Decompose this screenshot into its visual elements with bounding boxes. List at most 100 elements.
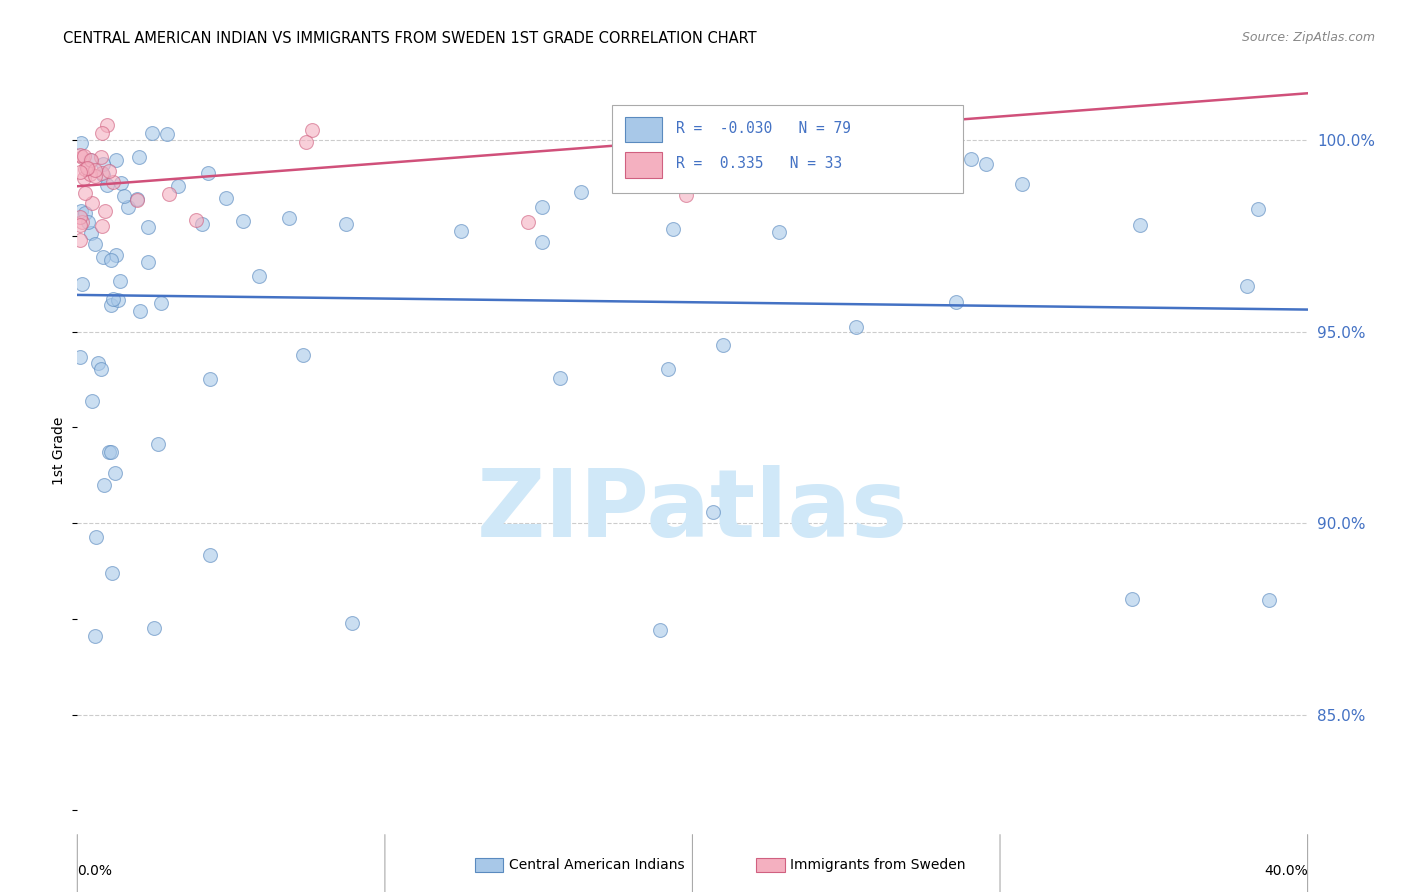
Text: 40.0%: 40.0% bbox=[1264, 863, 1308, 878]
Point bbox=[125, 193, 148, 207]
Text: CENTRAL AMERICAN INDIAN VS IMMIGRANTS FROM SWEDEN 1ST GRADE CORRELATION CHART: CENTRAL AMERICAN INDIAN VS IMMIGRANTS FR… bbox=[63, 31, 756, 46]
Point bbox=[90, 219, 112, 233]
Point bbox=[69, 218, 91, 232]
Point bbox=[83, 629, 105, 643]
Point bbox=[100, 298, 122, 312]
FancyBboxPatch shape bbox=[624, 117, 662, 142]
Point bbox=[548, 371, 571, 385]
Point bbox=[107, 293, 129, 308]
Point bbox=[148, 437, 170, 451]
Point bbox=[77, 161, 100, 175]
FancyBboxPatch shape bbox=[624, 153, 662, 178]
Point bbox=[70, 204, 93, 219]
Point bbox=[91, 169, 114, 183]
Point bbox=[117, 201, 139, 215]
Point bbox=[75, 205, 97, 219]
Point bbox=[191, 217, 214, 231]
Point bbox=[84, 169, 107, 184]
Point bbox=[100, 445, 122, 459]
Point bbox=[675, 188, 697, 202]
Point bbox=[1129, 219, 1152, 233]
Point bbox=[340, 616, 363, 631]
Point bbox=[80, 153, 103, 167]
Point bbox=[1247, 202, 1270, 216]
Point bbox=[129, 304, 152, 318]
Point bbox=[768, 225, 790, 239]
Point bbox=[70, 136, 93, 150]
Y-axis label: 1st Grade: 1st Grade bbox=[52, 417, 66, 484]
Point bbox=[73, 171, 96, 186]
Point bbox=[104, 466, 127, 480]
Point bbox=[335, 218, 357, 232]
Point bbox=[531, 200, 554, 214]
Point bbox=[75, 186, 97, 200]
Point bbox=[72, 215, 94, 229]
Point bbox=[291, 348, 314, 362]
Point bbox=[103, 293, 125, 307]
Point bbox=[648, 623, 671, 637]
Point bbox=[82, 195, 104, 210]
Point bbox=[891, 137, 914, 152]
FancyBboxPatch shape bbox=[613, 105, 963, 193]
Point bbox=[143, 621, 166, 635]
Point bbox=[110, 177, 132, 191]
Point bbox=[214, 191, 236, 205]
Point bbox=[69, 233, 91, 247]
Point bbox=[101, 566, 124, 581]
Point bbox=[450, 224, 472, 238]
Text: Immigrants from Sweden: Immigrants from Sweden bbox=[790, 858, 966, 872]
Point bbox=[69, 148, 91, 162]
Point bbox=[141, 126, 163, 140]
Point bbox=[294, 135, 316, 149]
Point bbox=[1257, 593, 1279, 607]
Point bbox=[974, 157, 997, 171]
Point bbox=[845, 319, 868, 334]
Point bbox=[531, 235, 554, 249]
Point bbox=[96, 178, 118, 192]
Text: R =  -0.030   N = 79: R = -0.030 N = 79 bbox=[676, 120, 852, 136]
Point bbox=[232, 214, 254, 228]
Point bbox=[769, 148, 792, 162]
Point bbox=[157, 187, 180, 202]
Point bbox=[84, 237, 107, 252]
Point bbox=[69, 165, 91, 179]
Point bbox=[77, 214, 100, 228]
Point bbox=[661, 221, 683, 235]
Point bbox=[1011, 178, 1033, 192]
Point bbox=[70, 277, 93, 292]
Point bbox=[87, 356, 110, 370]
Point bbox=[128, 150, 150, 164]
Point bbox=[657, 362, 679, 376]
Point bbox=[73, 149, 96, 163]
Point bbox=[90, 362, 112, 376]
Point bbox=[184, 212, 207, 227]
Point bbox=[90, 126, 112, 140]
Point bbox=[79, 167, 101, 181]
Point bbox=[108, 274, 131, 288]
Point bbox=[76, 161, 98, 175]
Point bbox=[247, 269, 270, 284]
Point bbox=[90, 150, 112, 164]
Point bbox=[156, 127, 179, 141]
Text: Source: ZipAtlas.com: Source: ZipAtlas.com bbox=[1241, 31, 1375, 45]
Text: R =  0.335   N = 33: R = 0.335 N = 33 bbox=[676, 156, 842, 171]
Point bbox=[100, 252, 122, 267]
Point bbox=[517, 215, 540, 229]
Point bbox=[727, 160, 749, 174]
Point bbox=[96, 118, 118, 132]
Point bbox=[75, 161, 97, 176]
Point bbox=[136, 255, 159, 269]
Point bbox=[84, 530, 107, 544]
Point bbox=[93, 478, 115, 492]
Point bbox=[138, 219, 160, 234]
Point bbox=[69, 210, 91, 224]
Point bbox=[200, 372, 222, 386]
Point bbox=[69, 350, 91, 364]
Text: 0.0%: 0.0% bbox=[77, 863, 112, 878]
Point bbox=[125, 193, 148, 207]
Point bbox=[80, 393, 103, 408]
Text: Central American Indians: Central American Indians bbox=[509, 858, 685, 872]
Point bbox=[1236, 279, 1258, 293]
Point bbox=[301, 123, 323, 137]
Point bbox=[104, 248, 127, 262]
